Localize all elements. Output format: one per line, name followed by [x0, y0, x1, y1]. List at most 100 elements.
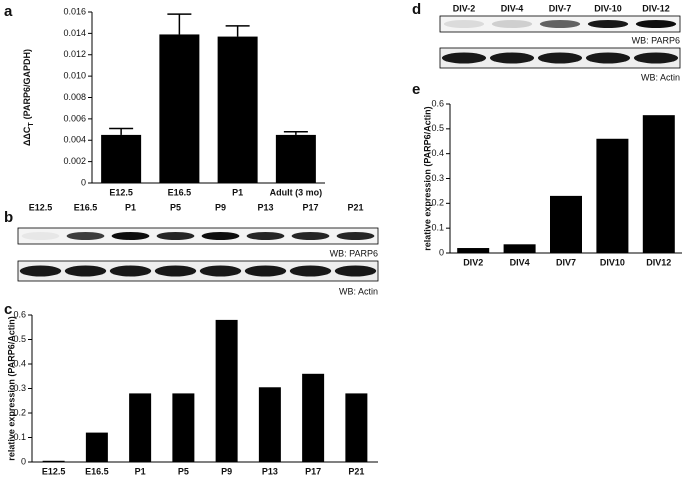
panel-letter: e: [412, 81, 420, 98]
blot-band: [336, 232, 375, 240]
x-tick-label: P17: [305, 466, 321, 476]
blot-caption: WB: PARP6: [330, 248, 378, 258]
lane-label: P5: [170, 202, 181, 212]
y-tick-label: 0.008: [63, 92, 86, 102]
bar: [302, 373, 325, 462]
blot-band: [19, 265, 62, 277]
bar: [172, 393, 195, 462]
bar: [596, 138, 629, 253]
y-tick-label: 0.3: [13, 383, 26, 393]
blot-band: [291, 232, 330, 240]
y-tick-label: 0.2: [13, 407, 26, 417]
x-tick-label: E12.5: [42, 466, 66, 476]
bar: [457, 248, 490, 253]
bar: [101, 134, 142, 183]
y-tick-label: 0: [81, 177, 86, 187]
x-tick-label: P5: [178, 466, 189, 476]
x-tick-label: P9: [221, 466, 232, 476]
y-tick-label: 0.5: [13, 334, 26, 344]
bar: [159, 34, 200, 183]
panel-letter: c: [4, 301, 12, 318]
lane-label: P13: [257, 202, 273, 212]
y-tick-label: 0.3: [431, 173, 444, 183]
x-tick-label: P1: [232, 187, 243, 197]
x-tick-label: DIV12: [646, 257, 671, 267]
blot-band: [109, 265, 152, 277]
y-tick-label: 0.1: [431, 223, 444, 233]
blot-band: [289, 265, 332, 277]
lane-label: P17: [302, 202, 318, 212]
lane-label: P9: [215, 202, 226, 212]
y-axis-label-part: ΔΔC: [22, 126, 32, 146]
x-tick-label: DIV2: [463, 257, 483, 267]
blot-caption: WB: Actin: [339, 286, 378, 296]
x-tick-label: DIV7: [556, 257, 576, 267]
blot-frame: [17, 227, 379, 245]
panel-letter: a: [4, 3, 13, 20]
panel-letter: d: [412, 1, 421, 18]
lane-label: P21: [347, 202, 363, 212]
blot-band: [633, 52, 679, 64]
x-tick-label: Adult (3 mo): [270, 187, 323, 197]
bar: [345, 393, 368, 462]
bar: [85, 432, 108, 462]
blot-band: [201, 232, 240, 240]
x-tick-label: E12.5: [109, 187, 133, 197]
bar: [503, 244, 536, 253]
x-tick-label: E16.5: [168, 187, 192, 197]
y-tick-label: 0.016: [63, 6, 86, 16]
blot-band: [537, 52, 583, 64]
y-tick-label: 0.002: [63, 156, 86, 166]
blot-band: [199, 265, 242, 277]
blot-band: [66, 232, 105, 240]
bar: [217, 36, 258, 183]
blot-band: [111, 232, 150, 240]
blot-band: [156, 232, 195, 240]
x-tick-label: E16.5: [85, 466, 109, 476]
x-tick-label: P21: [348, 466, 364, 476]
y-tick-label: 0.4: [431, 148, 444, 158]
lane-label: DIV-2: [453, 3, 476, 13]
y-tick-label: 0: [21, 456, 26, 466]
y-tick-label: 0.2: [431, 198, 444, 208]
lane-label: E16.5: [74, 202, 98, 212]
lane-label: DIV-10: [594, 3, 622, 13]
lane-label: DIV-4: [501, 3, 524, 13]
blot-band: [64, 265, 107, 277]
y-tick-label: 0.5: [431, 123, 444, 133]
y-tick-label: 0: [439, 247, 444, 257]
lane-label: P1: [125, 202, 136, 212]
blot-band: [587, 20, 629, 28]
y-tick-label: 0.006: [63, 113, 86, 123]
x-tick-label: P13: [262, 466, 278, 476]
y-tick-label: 0.010: [63, 71, 86, 81]
y-tick-label: 0.1: [13, 432, 26, 442]
blot-frame: [17, 260, 379, 282]
y-tick-label: 0.012: [63, 49, 86, 59]
bar: [129, 393, 152, 462]
y-tick-label: 0.6: [431, 98, 444, 108]
lane-label: DIV-7: [549, 3, 572, 13]
bar: [42, 460, 65, 462]
blot-band: [491, 20, 533, 28]
blot-band: [246, 232, 285, 240]
y-axis-label: relative expression (PARP6/Actin): [422, 106, 432, 250]
bar: [550, 195, 582, 253]
bar: [258, 387, 281, 462]
y-axis-label: relative expression (PARP6/Actin): [6, 316, 16, 460]
bar: [215, 319, 238, 462]
blot-band: [21, 232, 60, 240]
x-tick-label: DIV4: [510, 257, 530, 267]
lane-label: E12.5: [29, 202, 53, 212]
bar: [275, 134, 316, 183]
blot-band: [154, 265, 197, 277]
blot-band: [334, 265, 377, 277]
blot-band: [441, 52, 487, 64]
x-tick-label: P1: [135, 466, 146, 476]
blot-band: [443, 20, 485, 28]
blot-band: [489, 52, 535, 64]
blot-band: [539, 20, 581, 28]
y-tick-label: 0.4: [13, 358, 26, 368]
